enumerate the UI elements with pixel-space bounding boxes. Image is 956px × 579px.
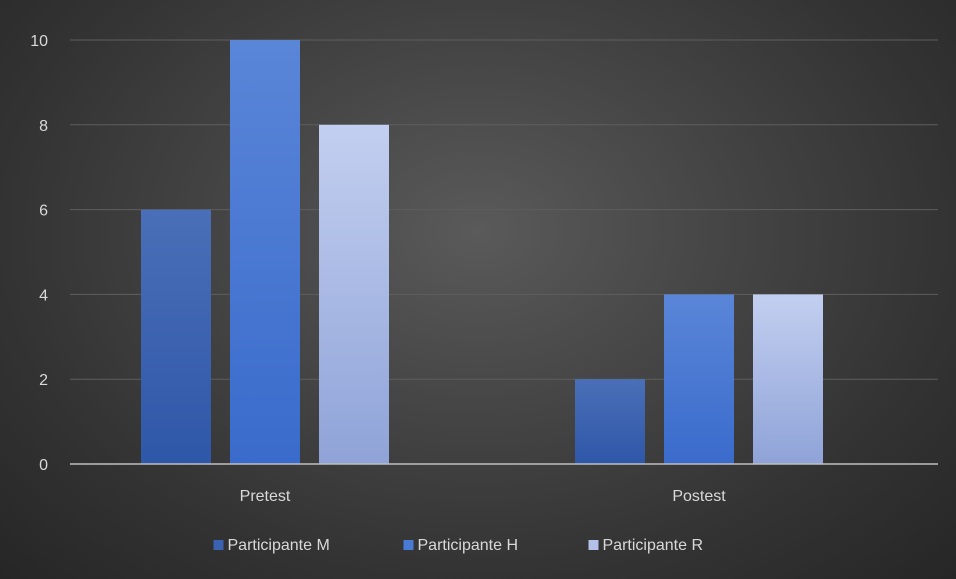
x-tick-label: Pretest	[240, 488, 291, 505]
bar-participante-h-pretest	[230, 40, 300, 464]
y-tick-label: 2	[39, 372, 48, 389]
legend-label: Participante H	[418, 537, 519, 554]
legend-label: Participante M	[228, 537, 330, 554]
y-tick-label: 4	[39, 287, 48, 304]
y-tick-label: 8	[39, 118, 48, 135]
bar-participante-m-postest	[575, 379, 645, 464]
bar-participante-h-postest	[664, 294, 734, 464]
bar-participante-m-pretest	[141, 209, 211, 464]
legend-swatch	[403, 540, 414, 550]
y-tick-label: 0	[39, 457, 48, 474]
y-tick-label: 6	[39, 203, 48, 220]
x-tick-label: Postest	[672, 488, 726, 505]
legend-swatch	[213, 540, 224, 550]
x-axis-tick-labels: Pretest Postest	[240, 488, 727, 505]
y-tick-label: 10	[30, 33, 48, 50]
legend-swatch	[588, 540, 599, 550]
y-axis-tick-labels: 0 2 4 6 8 10	[30, 33, 48, 474]
bars	[141, 40, 823, 465]
bar-participante-r-postest	[753, 294, 823, 464]
bar-participante-r-pretest	[319, 124, 389, 465]
legend-label: Participante R	[603, 537, 704, 554]
legend: Participante M Participante H Participante…	[213, 537, 704, 554]
